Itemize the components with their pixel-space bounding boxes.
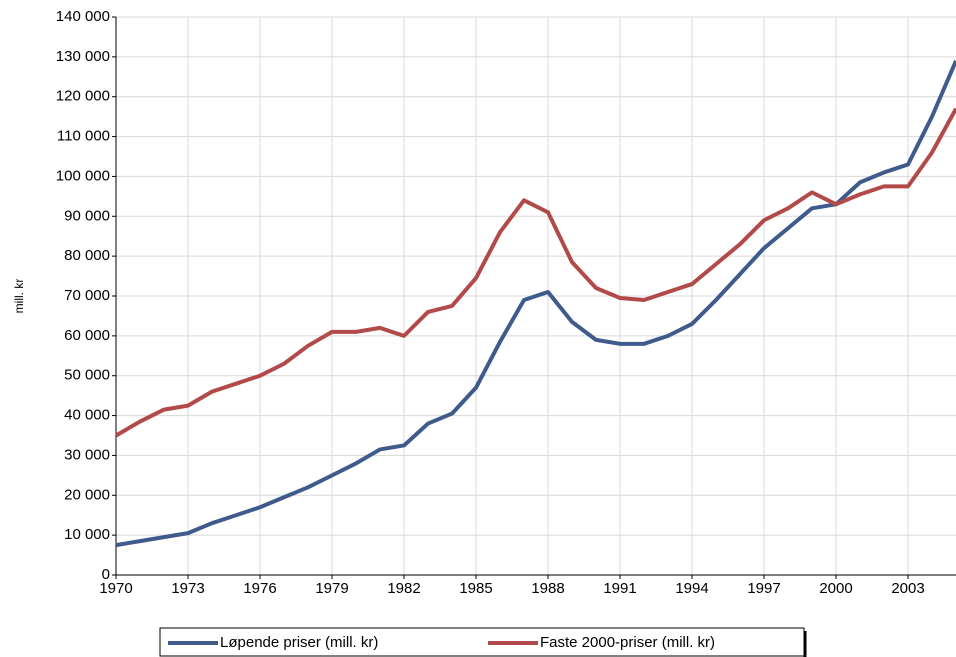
y-axis-label: mill. kr bbox=[12, 279, 26, 314]
y-tick-label: 70 000 bbox=[64, 287, 110, 304]
y-tick-label: 120 000 bbox=[56, 88, 110, 105]
y-tick-label: 80 000 bbox=[64, 247, 110, 264]
y-tick-label: 0 bbox=[102, 566, 110, 583]
x-tick-label: 1991 bbox=[603, 580, 636, 597]
series-line bbox=[114, 107, 956, 438]
y-tick-label: 60 000 bbox=[64, 327, 110, 344]
x-tick-label: 1988 bbox=[531, 580, 564, 597]
y-tick-label: 90 000 bbox=[64, 207, 110, 224]
legend-label: Faste 2000-priser (mill. kr) bbox=[540, 634, 715, 651]
y-tick-label: 50 000 bbox=[64, 367, 110, 384]
y-tick-label: 10 000 bbox=[64, 526, 110, 543]
x-tick-label: 1979 bbox=[315, 580, 348, 597]
y-tick-label: 140 000 bbox=[56, 8, 110, 25]
x-tick-label: 2000 bbox=[819, 580, 852, 597]
y-tick-label: 20 000 bbox=[64, 486, 110, 503]
y-tick-label: 110 000 bbox=[57, 128, 110, 145]
y-tick-label: 130 000 bbox=[56, 48, 110, 65]
x-tick-label: 2003 bbox=[891, 580, 924, 597]
x-tick-label: 1994 bbox=[675, 580, 708, 597]
x-tick-label: 1970 bbox=[99, 580, 132, 597]
x-tick-label: 1973 bbox=[171, 580, 204, 597]
x-tick-label: 1985 bbox=[459, 580, 492, 597]
x-tick-label: 1997 bbox=[747, 580, 780, 597]
series-line bbox=[115, 60, 956, 548]
legend-label: Løpende priser (mill. kr) bbox=[220, 634, 378, 651]
legend-box bbox=[159, 627, 805, 657]
y-tick-label: 100 000 bbox=[56, 167, 110, 184]
x-tick-label: 1976 bbox=[243, 580, 276, 597]
y-tick-label: 30 000 bbox=[64, 446, 110, 463]
y-tick-label: 40 000 bbox=[64, 407, 110, 424]
x-tick-label: 1982 bbox=[387, 580, 420, 597]
